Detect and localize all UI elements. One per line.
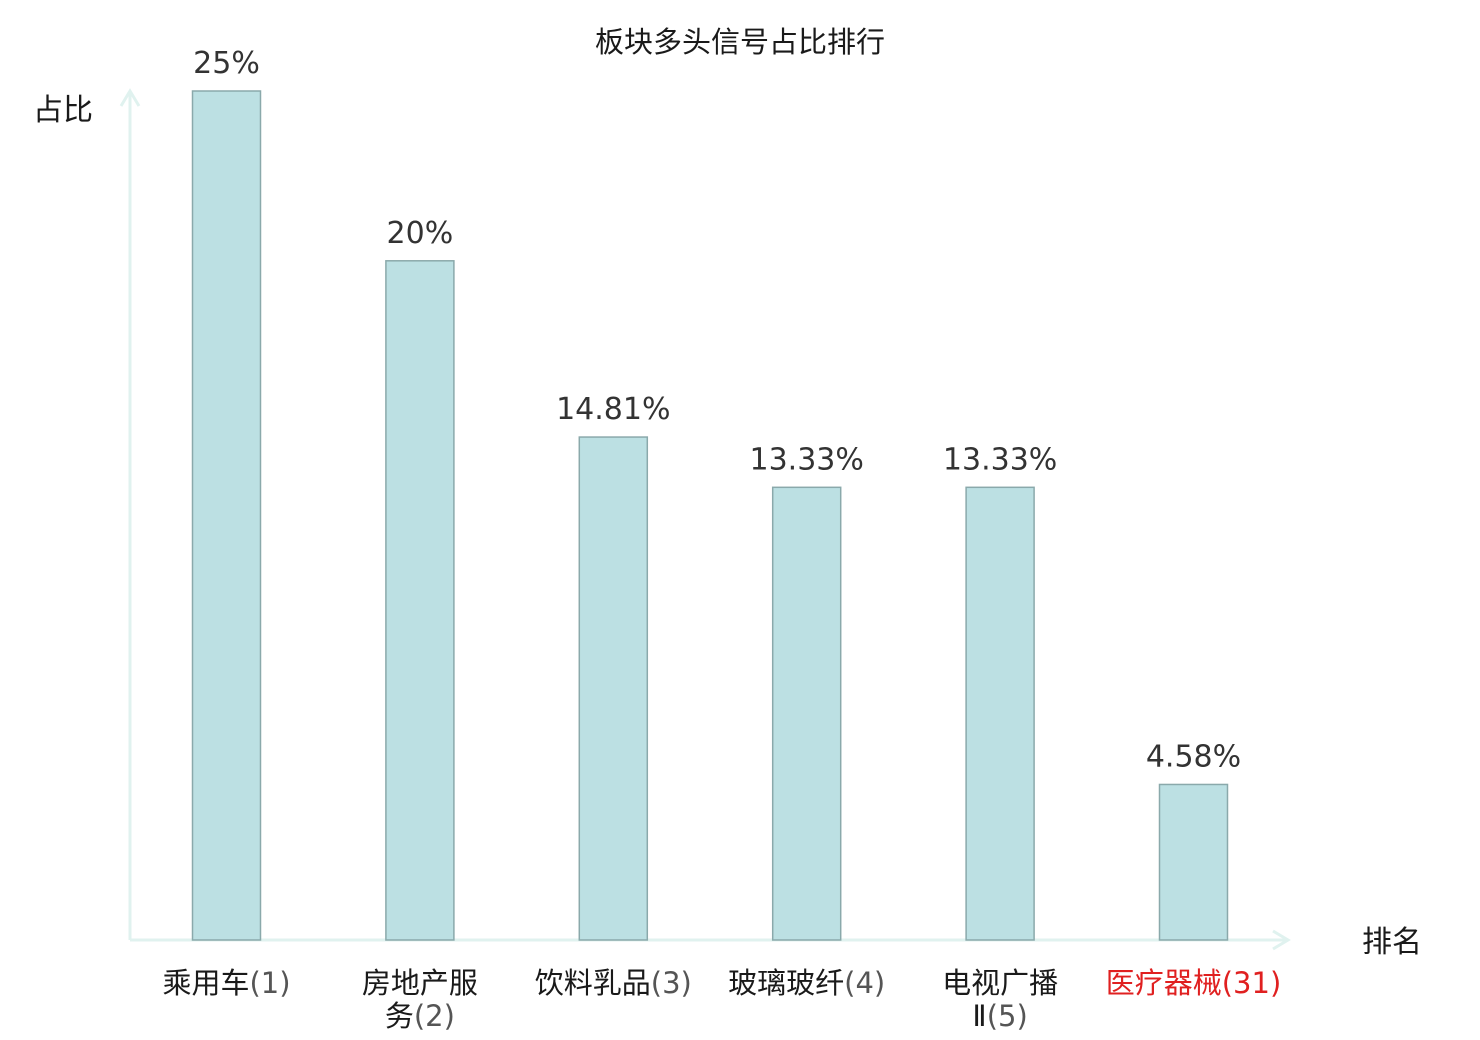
category-label-4: 玻璃玻纤(4) (728, 966, 885, 1000)
category-name: 玻璃玻纤 (728, 966, 844, 1000)
value-label-5: 13.33% (943, 442, 1057, 477)
bar-5 (965, 486, 1035, 941)
value-labels: 25% 20% 14.81% 13.33% 13.33% 4.58% (193, 46, 1241, 774)
chart-title: 板块多头信号占比排行 (595, 25, 885, 59)
category-label-2: 房地产服务(2) (362, 966, 478, 1033)
bar-6 (1158, 783, 1229, 941)
category-label-3: 饮料乳品(3) (535, 966, 692, 1000)
value-label-1: 25% (193, 46, 260, 81)
category-label-line: 务(2) (385, 999, 455, 1033)
category-label-line: 玻璃玻纤(4) (728, 966, 885, 1000)
x-axis-label: 排名 (1362, 925, 1422, 960)
bar-3 (578, 436, 649, 941)
category-label-line: 乘用车(1) (162, 966, 290, 1000)
category-name: 房地产服 (362, 966, 478, 1000)
category-label-line: 电视广播 (942, 966, 1058, 1000)
category-label-1: 乘用车(1) (162, 966, 290, 1000)
category-rank: (3) (651, 966, 692, 1000)
category-rank: (31) (1222, 966, 1282, 1000)
category-rank: (1) (249, 966, 290, 1000)
value-label-3: 14.81% (556, 392, 670, 427)
category-label-5: 电视广播 Ⅱ(5) (942, 966, 1058, 1033)
category-name: 电视广播 (942, 966, 1058, 1000)
category-rank: (5) (987, 999, 1028, 1033)
value-label-4: 13.33% (750, 442, 864, 477)
x-axis-arrow-icon (1272, 929, 1291, 951)
category-name: 医疗器械 (1106, 966, 1222, 1000)
y-axis (119, 88, 141, 940)
category-label-line: 医疗器械(31) (1106, 966, 1282, 1000)
category-name: 务 (385, 999, 414, 1033)
category-label-line: Ⅱ(5) (972, 999, 1027, 1033)
category-rank: (2) (414, 999, 455, 1033)
y-axis-label: 占比 (33, 93, 93, 128)
category-label-6: 医疗器械(31) (1106, 966, 1282, 1000)
category-name: 乘用车 (162, 966, 249, 1000)
y-axis-arrow-icon (119, 88, 141, 107)
value-label-6: 4.58% (1146, 739, 1241, 774)
bar-2 (385, 260, 455, 941)
category-name: 饮料乳品 (535, 966, 651, 1000)
x-axis (130, 929, 1291, 951)
category-labels: 乘用车(1) 房地产服务(2) 饮料乳品(3) 玻璃玻纤(4) 电视广播 Ⅱ(5) 医疗器械… (162, 966, 1281, 1033)
category-name: Ⅱ (972, 999, 986, 1033)
category-label-line: 房地产服 (362, 966, 478, 1000)
bar-4 (771, 486, 842, 941)
bars (191, 90, 1229, 941)
category-rank: (4) (844, 966, 885, 1000)
value-label-2: 20% (387, 216, 454, 251)
category-label-line: 饮料乳品(3) (535, 966, 692, 1000)
bar-1 (191, 90, 262, 941)
